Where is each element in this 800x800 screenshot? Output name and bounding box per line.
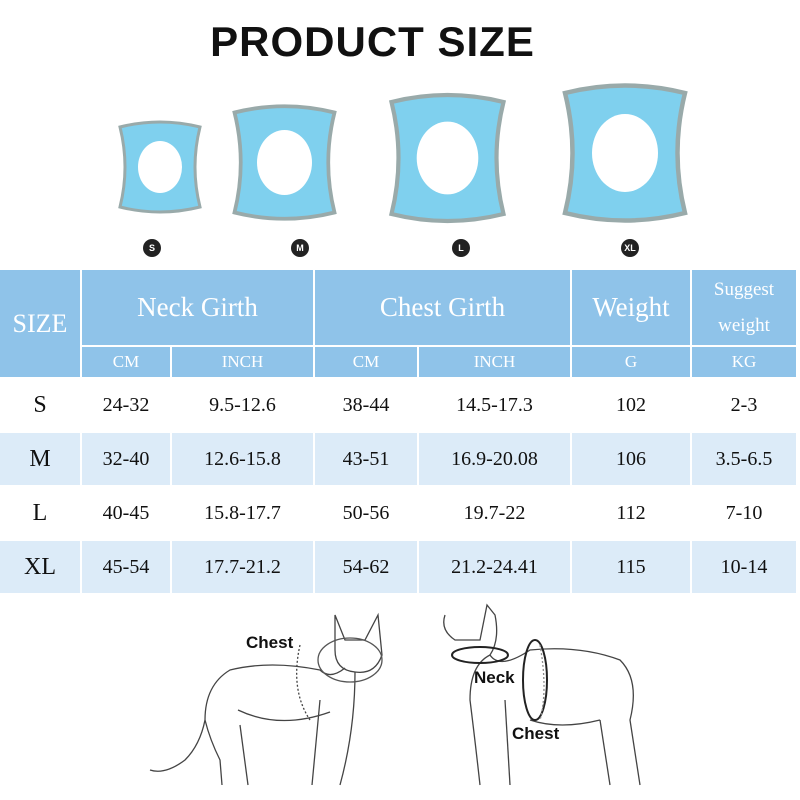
cell-suggest: 10-14 <box>692 541 796 593</box>
cell-weight: 102 <box>616 393 646 416</box>
cell-suggest: 7-10 <box>725 501 763 524</box>
cell-chest-cm: 38-44 <box>342 393 390 416</box>
size-badge-l: L <box>452 239 470 257</box>
header-neck-girth: Neck Girth <box>82 270 313 345</box>
cell-size: XL <box>0 541 80 593</box>
header-suggest-weight: Suggest weight <box>692 270 796 345</box>
cell-neck-inch: 12.6-15.8 <box>172 433 313 485</box>
unit-chest-cm: CM <box>315 347 417 377</box>
cell-neck-cm: 32-40 <box>82 433 170 485</box>
suggest-line1: Suggest <box>713 278 775 300</box>
dog-neck-label: Neck <box>474 668 515 687</box>
unit-neck-inch: INCH <box>172 347 313 377</box>
header-weight: Weight <box>572 270 690 345</box>
header-size: SIZE <box>0 270 80 377</box>
cell-weight: 112 <box>616 501 646 524</box>
cell-weight: 115 <box>572 541 690 593</box>
harness-s-image <box>118 120 202 214</box>
unit-chest-inch: INCH <box>419 347 570 377</box>
harness-l-image <box>388 92 507 224</box>
cell-chest-inch: 14.5-17.3 <box>456 393 533 416</box>
cell-chest-inch: 19.7-22 <box>463 501 526 524</box>
cell-chest-cm: 43-51 <box>315 433 417 485</box>
table-row: L 40-45 15.8-17.7 50-56 19.7-22 112 7-10 <box>0 487 796 539</box>
harness-xl-image <box>562 83 688 223</box>
table-row: S 24-32 9.5-12.6 38-44 14.5-17.3 102 2-3 <box>0 379 796 431</box>
cell-weight: 106 <box>572 433 690 485</box>
cell-size: M <box>0 433 80 485</box>
cell-size: S <box>33 391 47 418</box>
size-badge-m: M <box>291 239 309 257</box>
cell-neck-cm: 45-54 <box>82 541 170 593</box>
cat-chest-label: Chest <box>246 633 294 652</box>
unit-suggest-kg: KG <box>692 347 796 377</box>
cell-neck-inch: 17.7-21.2 <box>172 541 313 593</box>
unit-neck-cm: CM <box>82 347 170 377</box>
cell-chest-cm: 54-62 <box>315 541 417 593</box>
cell-chest-inch: 16.9-20.08 <box>419 433 570 485</box>
cell-chest-cm: 50-56 <box>342 501 390 524</box>
size-badge-xl: XL <box>621 239 639 257</box>
table-row: M 32-40 12.6-15.8 43-51 16.9-20.08 106 3… <box>0 433 796 485</box>
cell-neck-cm: 24-32 <box>102 393 150 416</box>
size-table: SIZE Neck Girth Chest Girth Weight Sugge… <box>0 268 798 595</box>
cat-outline-illustration <box>149 612 383 786</box>
header-chest-girth: Chest Girth <box>315 270 570 345</box>
unit-weight-g: G <box>572 347 690 377</box>
cell-neck-inch: 9.5-12.6 <box>209 393 276 416</box>
harness-m-image <box>232 104 337 221</box>
cell-size: L <box>32 499 48 526</box>
size-badge-s: S <box>143 239 161 257</box>
dog-outline-illustration <box>443 603 641 786</box>
cell-neck-inch: 15.8-17.7 <box>204 501 281 524</box>
dog-chest-label: Chest <box>512 724 560 743</box>
cell-suggest: 2-3 <box>730 393 758 416</box>
cell-chest-inch: 21.2-24.41 <box>419 541 570 593</box>
page-title: PRODUCT SIZE <box>210 18 535 65</box>
suggest-line2: weight <box>718 314 770 336</box>
table-row: XL 45-54 17.7-21.2 54-62 21.2-24.41 115 … <box>0 541 796 593</box>
cell-neck-cm: 40-45 <box>102 501 150 524</box>
cell-suggest: 3.5-6.5 <box>692 433 796 485</box>
